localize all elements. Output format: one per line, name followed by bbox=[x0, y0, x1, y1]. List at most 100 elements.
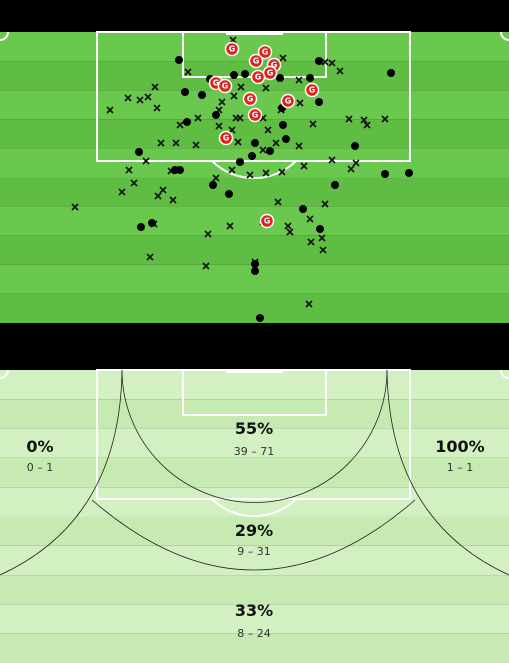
stripe bbox=[0, 206, 509, 236]
stripe bbox=[0, 604, 509, 634]
zone-range: 39 – 71 bbox=[234, 445, 275, 458]
shot-on-target bbox=[282, 135, 290, 143]
shot-on-target bbox=[248, 152, 256, 160]
shot-miss bbox=[136, 96, 144, 104]
goal-label: G bbox=[222, 82, 229, 91]
shot-miss bbox=[363, 121, 371, 129]
shot-on-target bbox=[198, 91, 206, 99]
shot-miss bbox=[176, 121, 184, 129]
stripe bbox=[0, 487, 509, 517]
shot-miss bbox=[352, 159, 360, 167]
shot-miss bbox=[204, 230, 212, 238]
goal-label: G bbox=[247, 95, 254, 104]
shot-on-target bbox=[148, 219, 156, 227]
goal-label: G bbox=[264, 217, 271, 226]
shot-miss bbox=[284, 222, 292, 230]
shot-miss bbox=[306, 215, 314, 223]
shot-on-target bbox=[176, 166, 184, 174]
shot-miss bbox=[184, 68, 192, 76]
shot-miss bbox=[172, 139, 180, 147]
goal-label: G bbox=[223, 134, 230, 143]
shot-on-target bbox=[387, 69, 395, 77]
shot-on-target bbox=[381, 170, 389, 178]
goal-label: G bbox=[255, 73, 262, 82]
shot-miss bbox=[295, 76, 303, 84]
shot-miss bbox=[262, 169, 270, 177]
shot-miss bbox=[321, 58, 329, 66]
shot-on-target bbox=[209, 181, 217, 189]
goal-marker bbox=[247, 107, 263, 123]
shot-miss bbox=[237, 83, 245, 91]
goal-label: G bbox=[267, 69, 274, 78]
shot-miss bbox=[212, 174, 220, 182]
shot-on-target bbox=[315, 98, 323, 106]
shot-miss bbox=[234, 138, 242, 146]
shot-on-target bbox=[241, 70, 249, 78]
shot-miss bbox=[336, 67, 344, 75]
shot-miss bbox=[328, 156, 336, 164]
shot-miss bbox=[228, 166, 236, 174]
shot-miss bbox=[296, 99, 304, 107]
shot-on-target bbox=[225, 190, 233, 198]
shot-on-target bbox=[236, 158, 244, 166]
zone-pct: 29% bbox=[235, 521, 273, 540]
shot-on-target bbox=[251, 260, 259, 268]
stripe bbox=[0, 399, 509, 429]
shot-on-target bbox=[212, 111, 220, 119]
goal-label: G bbox=[229, 45, 236, 54]
zone-labels: 0% 0 – 1 55% 39 – 71 100% 1 – 1 29% 9 – … bbox=[26, 419, 484, 640]
shot-miss bbox=[328, 59, 336, 67]
shot-on-target bbox=[230, 71, 238, 79]
shot-miss bbox=[146, 253, 154, 261]
shot-miss bbox=[151, 83, 159, 91]
goal-marker bbox=[257, 44, 273, 60]
shot-miss bbox=[300, 162, 308, 170]
goal-label: G bbox=[213, 79, 220, 88]
shot-on-target bbox=[137, 223, 145, 231]
shot-on-target bbox=[183, 118, 191, 126]
shot-miss bbox=[347, 165, 355, 173]
shot-on-target bbox=[251, 139, 259, 147]
shot-miss bbox=[144, 93, 152, 101]
shot-miss bbox=[153, 104, 161, 112]
goal-marker bbox=[217, 78, 233, 94]
shot-miss bbox=[202, 262, 210, 270]
shot-miss bbox=[157, 139, 165, 147]
shot-miss bbox=[360, 116, 368, 124]
stripe bbox=[0, 293, 509, 323]
goal-label: G bbox=[285, 97, 292, 106]
goal-marker bbox=[259, 213, 275, 229]
zone-range: 1 – 1 bbox=[447, 461, 474, 474]
stripe bbox=[0, 516, 509, 546]
shot-miss bbox=[307, 238, 315, 246]
shot-miss bbox=[318, 234, 326, 242]
shot-miss bbox=[194, 114, 202, 122]
shot-on-target bbox=[181, 88, 189, 96]
shot-miss bbox=[274, 198, 282, 206]
shot-miss bbox=[106, 106, 114, 114]
shot-on-target bbox=[405, 169, 413, 177]
goal-marker bbox=[248, 53, 264, 69]
zone-pct: 0% bbox=[26, 437, 53, 456]
shot-miss bbox=[309, 120, 317, 128]
stripe bbox=[0, 148, 509, 178]
stripe bbox=[0, 428, 509, 458]
shot-miss bbox=[218, 98, 226, 106]
shot-on-target bbox=[306, 74, 314, 82]
shot-miss bbox=[124, 94, 132, 102]
stripe bbox=[0, 177, 509, 207]
shot-miss bbox=[259, 146, 267, 154]
shot-miss bbox=[236, 114, 244, 122]
shot-on-target bbox=[315, 57, 323, 65]
shot-miss bbox=[125, 166, 133, 174]
pitch-bottom bbox=[0, 370, 509, 663]
stripe bbox=[0, 457, 509, 488]
shot-on-target bbox=[175, 56, 183, 64]
goal-label: G bbox=[271, 61, 278, 70]
shot-miss bbox=[226, 222, 234, 230]
shot-on-target bbox=[266, 147, 274, 155]
goal-label: G bbox=[253, 57, 260, 66]
shot-miss bbox=[286, 228, 294, 236]
